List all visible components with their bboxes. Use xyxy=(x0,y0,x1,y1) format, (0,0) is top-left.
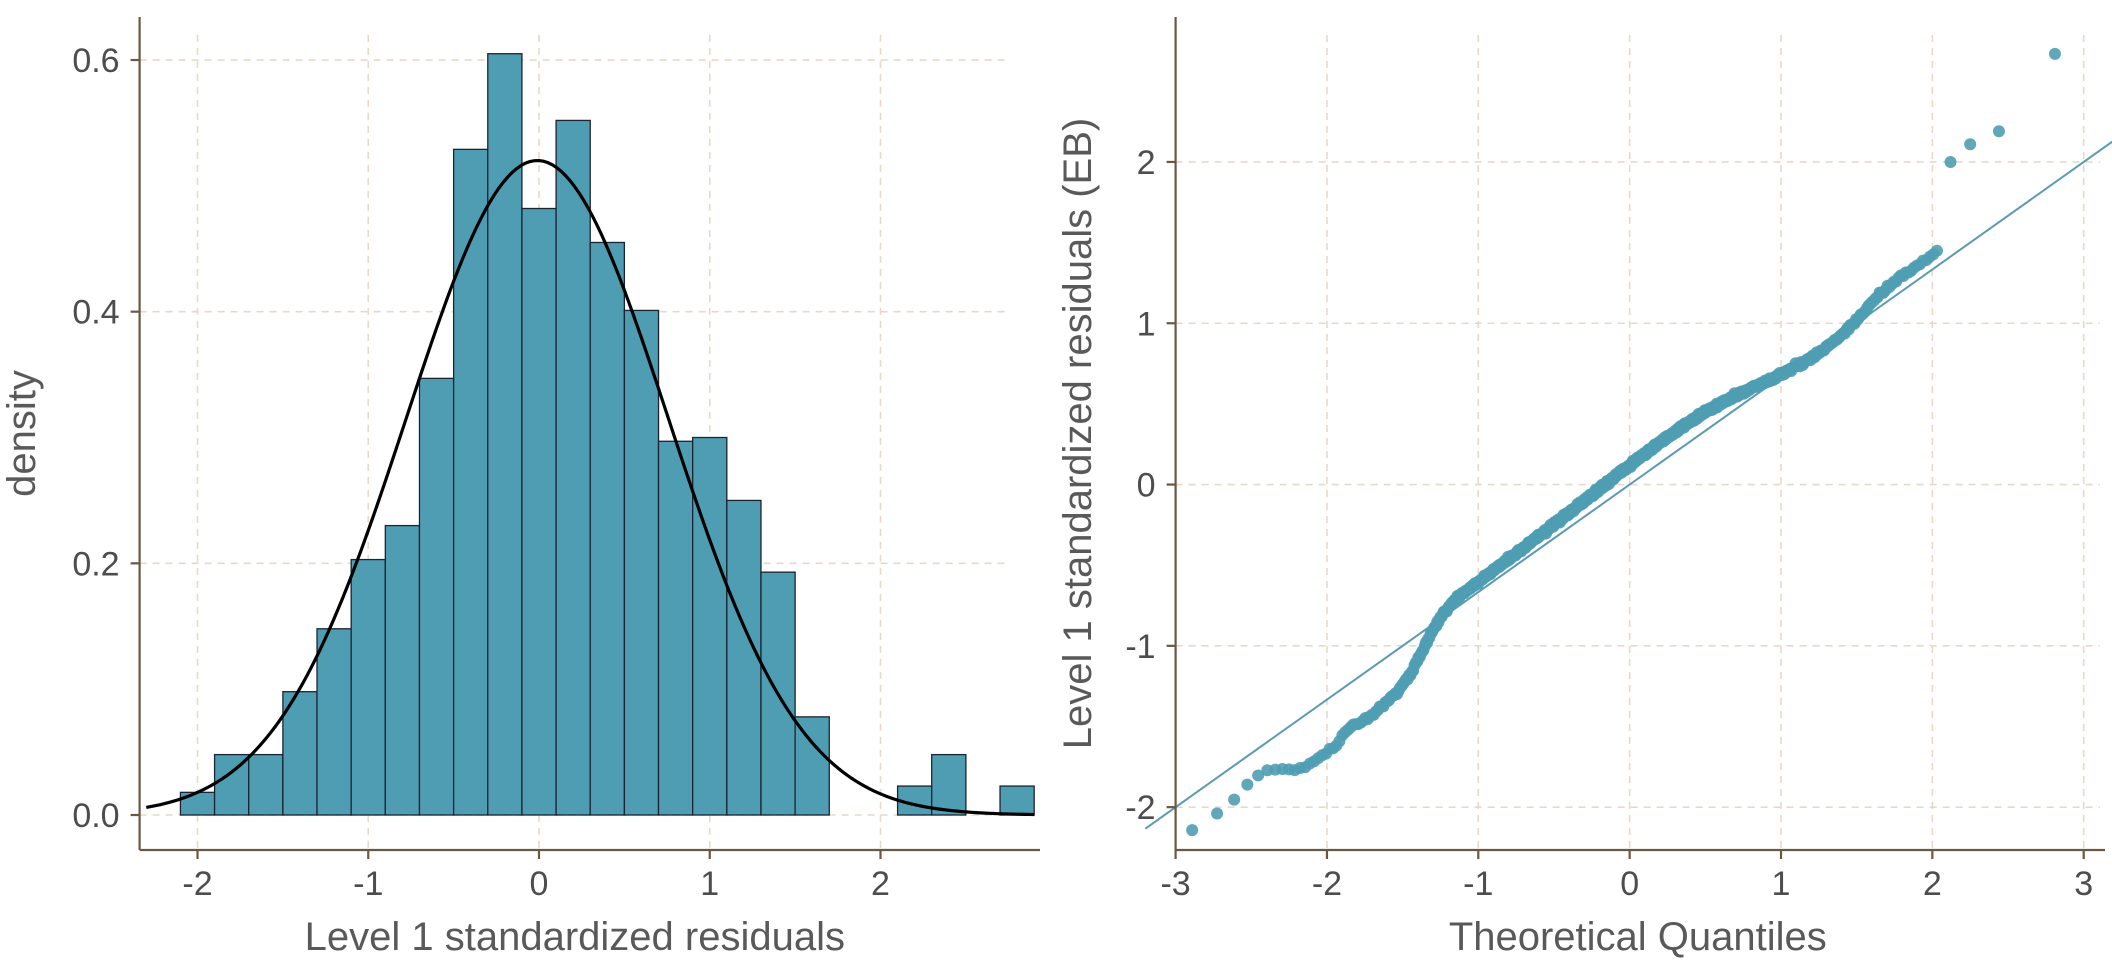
svg-text:0: 0 xyxy=(1620,865,1639,903)
svg-text:density: density xyxy=(0,370,44,497)
svg-text:1: 1 xyxy=(1137,305,1156,343)
svg-text:-3: -3 xyxy=(1160,865,1190,903)
svg-text:Level 1 standardized residuals: Level 1 standardized residuals xyxy=(305,915,845,959)
svg-text:2: 2 xyxy=(871,865,890,903)
svg-text:0.0: 0.0 xyxy=(72,797,119,835)
svg-text:2: 2 xyxy=(1137,144,1156,182)
svg-text:Level 1 standardized residuals: Level 1 standardized residuals (EB) xyxy=(1056,118,1100,749)
svg-text:1: 1 xyxy=(700,865,719,903)
svg-text:0: 0 xyxy=(1137,467,1156,505)
svg-text:-2: -2 xyxy=(1312,865,1342,903)
svg-text:0.4: 0.4 xyxy=(72,294,119,332)
svg-text:1: 1 xyxy=(1772,865,1791,903)
svg-text:0.2: 0.2 xyxy=(72,545,119,583)
svg-text:2: 2 xyxy=(1923,865,1942,903)
svg-text:0.6: 0.6 xyxy=(72,42,119,80)
svg-text:0: 0 xyxy=(530,865,549,903)
svg-text:-1: -1 xyxy=(1125,628,1155,666)
svg-text:3: 3 xyxy=(2074,865,2093,903)
svg-text:-2: -2 xyxy=(1125,789,1155,827)
svg-text:Theoretical Quantiles: Theoretical Quantiles xyxy=(1449,915,1827,959)
svg-text:-2: -2 xyxy=(182,865,212,903)
svg-text:-1: -1 xyxy=(1463,865,1493,903)
svg-text:-1: -1 xyxy=(353,865,383,903)
